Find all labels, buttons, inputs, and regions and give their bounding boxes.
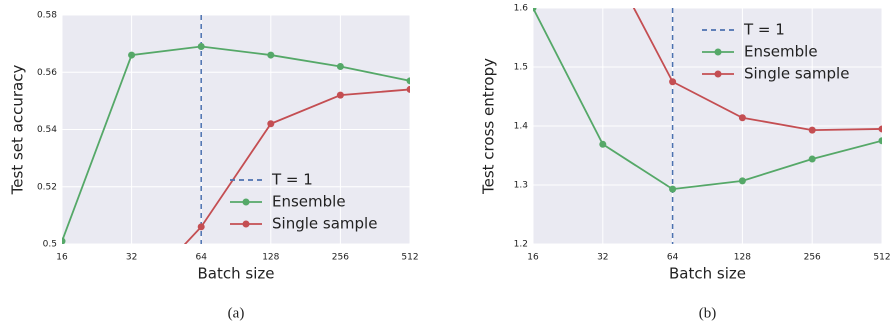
- caption: (a): [228, 305, 245, 321]
- y-tick-label: 0.54: [37, 125, 57, 135]
- x-tick-label: 16: [527, 253, 539, 263]
- data-point: [406, 77, 410, 85]
- y-axis-label: Test cross entropy: [480, 58, 498, 195]
- y-tick-label: 1.5: [514, 63, 528, 73]
- caption: (b): [699, 305, 717, 321]
- x-tick-label: 256: [804, 253, 821, 263]
- chart: 1.2 1.3 1.4 1.5 1.6 16 32 64 128 256 512 Batch size…: [480, 4, 891, 322]
- legend-marker: [242, 220, 250, 228]
- x-tick-label: 128: [734, 253, 751, 263]
- legend-label: Single sample: [272, 215, 377, 233]
- data-point: [878, 125, 882, 133]
- series-line: [533, 8, 882, 191]
- x-tick-label: 128: [262, 253, 279, 263]
- legend-label: T = 1: [743, 21, 785, 39]
- x-axis-label: Batch size: [198, 265, 275, 283]
- x-axis-label: Batch size: [669, 265, 746, 283]
- y-tick-label: 0.56: [37, 68, 57, 78]
- x-tick-label: 32: [126, 253, 137, 263]
- data-point: [336, 91, 344, 99]
- data-point: [599, 140, 607, 148]
- y-tick-label: 0.52: [37, 182, 57, 192]
- x-tick-label: 16: [56, 253, 68, 263]
- data-point: [267, 51, 275, 59]
- x-tick-label: 512: [401, 253, 418, 263]
- data-point: [128, 298, 135, 305]
- data-point: [669, 78, 677, 86]
- plot-content: [533, 8, 882, 244]
- chart: 0.5 0.52 0.54 0.56 0.58 16 32 64 128 256 512 Batch …: [9, 11, 419, 322]
- data-point: [267, 120, 275, 128]
- data-point: [533, 8, 537, 12]
- data-point: [669, 185, 677, 193]
- x-tick-label: 512: [873, 253, 890, 263]
- data-point: [197, 223, 205, 231]
- legend-marker: [714, 48, 722, 56]
- legend-label: Single sample: [744, 65, 849, 83]
- y-tick-label: 1.4: [514, 122, 529, 132]
- y-tick-label: 0.58: [37, 11, 57, 21]
- legend-label: T = 1: [271, 171, 313, 189]
- y-axis-label: Test set accuracy: [9, 65, 27, 196]
- y-tick-label: 1.2: [514, 240, 528, 250]
- y-tick-label: 1.6: [514, 4, 529, 14]
- data-point: [878, 137, 882, 145]
- data-point: [808, 126, 816, 134]
- legend-marker: [242, 198, 250, 206]
- data-point: [128, 51, 136, 59]
- legend-label: Ensemble: [272, 193, 346, 211]
- x-tick-label: 64: [667, 253, 679, 263]
- data-point: [336, 63, 344, 71]
- legend-marker: [714, 70, 722, 78]
- legend-label: Ensemble: [744, 43, 818, 61]
- data-point: [808, 155, 816, 163]
- y-tick-label: 0.5: [43, 240, 57, 250]
- plot-content: [62, 15, 410, 305]
- y-tick-label: 1.3: [514, 181, 528, 191]
- x-tick-label: 256: [332, 253, 349, 263]
- data-point: [406, 85, 410, 93]
- x-tick-label: 64: [195, 253, 207, 263]
- data-point: [738, 114, 746, 122]
- data-point: [62, 237, 66, 244]
- data-point: [738, 177, 746, 185]
- data-point: [197, 42, 205, 50]
- series-line: [62, 45, 410, 242]
- x-tick-label: 32: [597, 253, 608, 263]
